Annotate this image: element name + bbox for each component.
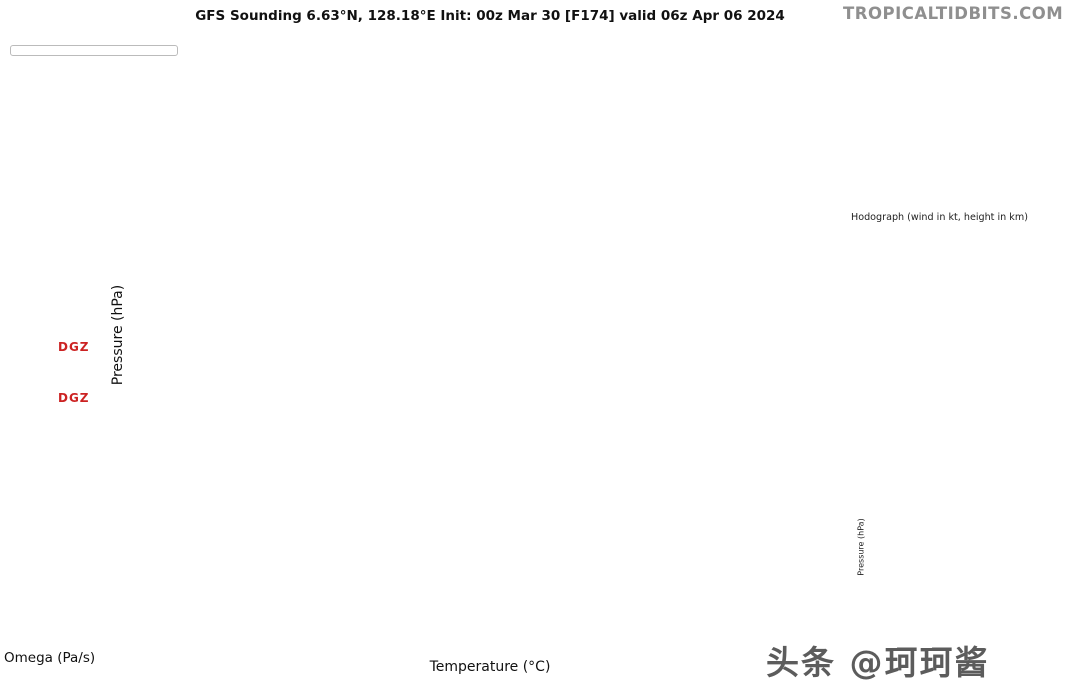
legend-box [10,45,178,56]
omega-axis-label: Omega (Pa/s) [4,650,96,666]
dgz-label-lower: DGZ [58,391,90,405]
dgz-label-upper: DGZ [58,340,90,354]
brand-watermark: TROPICALTIDBITS.COM [843,4,1064,23]
thetae-axis-label: Pressure (hPa) [856,518,866,576]
account-watermark: 头条 @珂珂酱 [766,643,990,682]
pressure-axis-label: Pressure (hPa) [110,284,126,386]
temperature-axis-label: Temperature (°C) [429,659,551,675]
page-title: GFS Sounding 6.63°N, 128.18°E Init: 00z … [195,8,785,24]
hodograph-caption: Hodograph (wind in kt, height in km) [851,212,1028,223]
